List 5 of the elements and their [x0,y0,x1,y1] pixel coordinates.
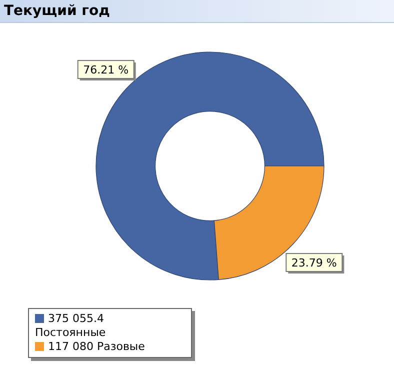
data-label: 23.79 % [291,256,337,270]
legend-label: 117 080 Разовые [48,340,145,353]
chart-title: Текущий год [0,0,394,23]
legend-label: 375 055.4 Постоянные [35,312,106,339]
data-label: 76.21 % [83,63,129,76]
